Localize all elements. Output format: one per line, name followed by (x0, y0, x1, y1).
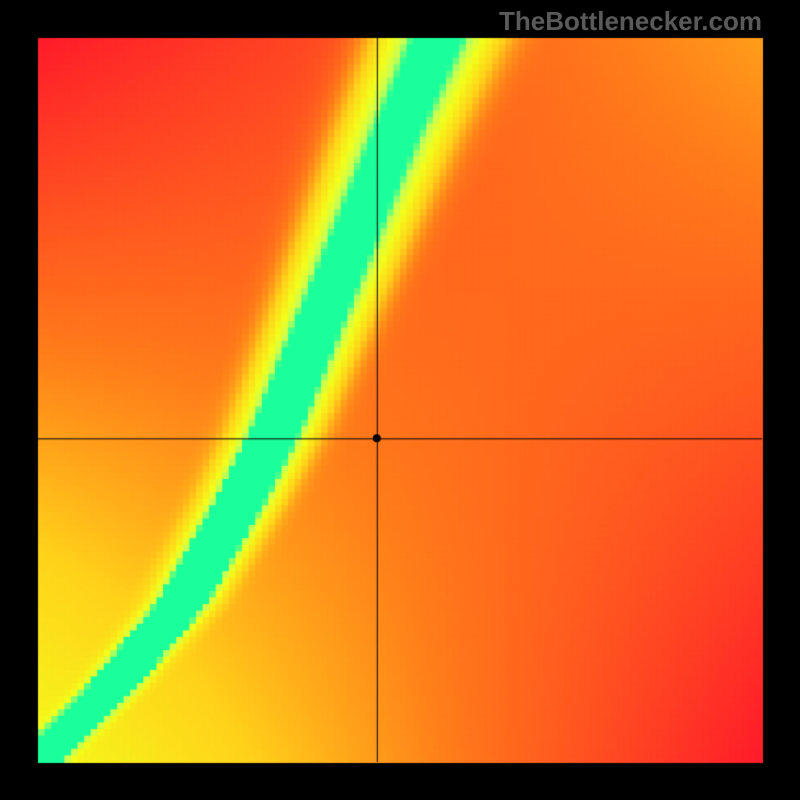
watermark-text: TheBottlenecker.com (499, 6, 762, 37)
bottleneck-heatmap (0, 0, 800, 800)
